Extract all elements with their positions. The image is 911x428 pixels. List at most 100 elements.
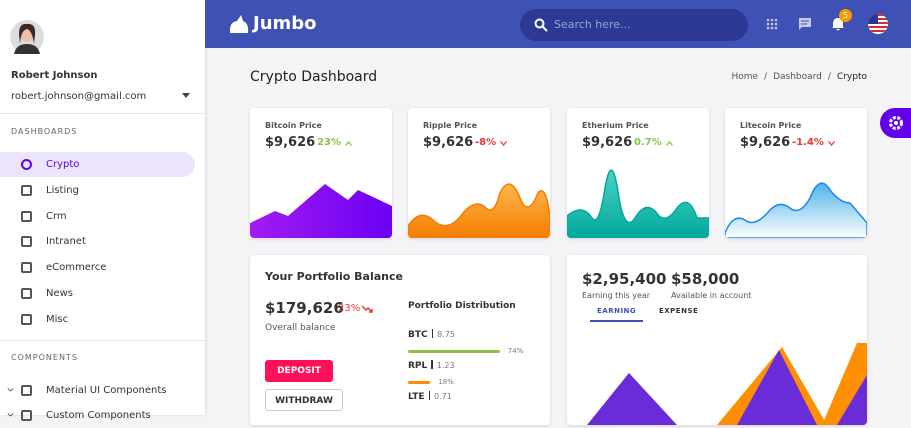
nav-label: Custom Components [46,410,151,421]
nav-item[interactable]: News [0,281,195,306]
notification-badge: 5 [839,9,852,22]
nav-item[interactable]: Intranet [0,229,195,254]
coin-amount: 1.23 [436,361,455,370]
coin-name: BTC [408,330,428,340]
nav-icon [21,262,32,274]
card-change: -8% [475,137,497,148]
page-title: Crypto Dashboard [250,69,378,85]
dropdown-arrow[interactable] [182,93,190,99]
tab[interactable]: EARNING [590,307,644,322]
balance-label: Overall balance [265,323,336,333]
separator [431,360,433,369]
sparkline [408,183,550,238]
nav-label: Listing [46,184,79,196]
breadcrumb-separator: / [827,72,831,82]
separator [428,391,431,400]
separator [431,329,434,338]
nav-icon [21,159,32,170]
chat-icon[interactable] [798,17,812,31]
card-title: Etherium Price [582,121,649,130]
card-price: $9,626 [740,135,791,150]
coin-name: LTE [408,392,425,402]
price-card: Litecoin Price $9,626 -1.4% [725,108,867,238]
user-email: robert.johnson@gmail.com [11,91,147,102]
sidebar: Robert Johnson robert.johnson@gmail.com … [0,0,205,421]
search-placeholder: Search here... [554,18,631,31]
earnings-card: $2,95,400 Earning this year $58,000 Avai… [567,255,867,425]
nav-icon [21,288,32,299]
logo[interactable]: Jumbo [253,13,317,34]
coin-percent: 74% [507,347,524,355]
price-card: Etherium Price $9,626 0.7% [567,108,709,238]
logo-icon [229,15,249,33]
nav-item[interactable]: Misc [0,307,195,332]
bell-icon[interactable] [831,16,845,32]
arrow-down [500,141,507,146]
nav-item[interactable]: eCommerce [0,255,195,280]
card-title: Ripple Price [423,121,478,130]
earning-label: Earning this year [582,291,651,300]
sparkline [567,169,709,238]
card-change: 0.7% [634,137,662,148]
nav-label: Intranet [46,236,86,248]
nav-item[interactable]: Material UI Components [0,378,195,403]
search-icon [534,18,548,32]
arrow-up [666,141,673,146]
card-change: 23% [317,137,341,148]
deposit-button[interactable]: DEPOSIT [265,360,333,382]
nav-item[interactable]: Listing [0,178,195,203]
arrow-up [345,141,352,146]
withdraw-button[interactable]: WITHDRAW [265,389,343,411]
nav-label: Crypto [46,159,80,170]
coin-row: LTE 0.71 [408,391,452,402]
nav-label: Crm [46,210,67,222]
coin-row: RPL 1.23 [408,360,455,371]
card-title: Bitcoin Price [265,121,322,130]
search-box[interactable]: Search here... [520,9,748,41]
nav-icon [21,184,32,196]
breadcrumb-item[interactable]: Dashboard [773,72,822,82]
nav-label: eCommerce [46,262,107,274]
coin-name: RPL [408,361,428,371]
coin-percent: 18% [438,378,454,386]
nav-icon [6,384,15,393]
distribution-title: Portfolio Distribution [408,301,516,311]
balance: $179,626 [265,299,344,317]
section-title: COMPONENTS [11,353,78,362]
header: Jumbo Search here... 5 [205,0,911,48]
sparkline [725,182,867,238]
arrow-down [828,141,835,146]
user-name: Robert Johnson [11,70,98,81]
coin-row: BTC 8.75 [408,329,455,340]
available-value: $58,000 [671,270,740,288]
nav-label: News [46,288,74,299]
portfolio-title: Your Portfolio Balance [265,270,403,283]
nav-label: Material UI Components [46,385,167,396]
earnings-chart [587,343,867,425]
earning-value: $2,95,400 [582,270,667,288]
nav-icon [6,409,15,418]
nav-icon [21,313,32,325]
portfolio-card: Your Portfolio Balance $179,626 23% Over… [250,255,550,425]
nav-item[interactable]: Custom Components [0,403,195,428]
tab[interactable]: EXPENSE [659,307,699,315]
price-card: Ripple Price $9,626 -8% [408,108,550,238]
card-title: Litecoin Price [740,121,802,130]
coin-amount: 0.71 [434,392,452,401]
balance-change: 23% [338,303,361,314]
nav-item[interactable]: Crm [0,204,195,229]
gear-icon [889,116,903,130]
nav-item[interactable]: Crypto [0,152,195,177]
divider [0,113,205,114]
price-card: Bitcoin Price $9,626 23% [250,108,392,238]
apps-icon[interactable] [766,18,778,30]
nav-icon [21,210,32,222]
divider [0,340,205,341]
language-flag[interactable] [868,14,888,34]
coin-amount: 8.75 [437,330,455,339]
breadcrumb-item[interactable]: Home [731,72,759,82]
card-change: -1.4% [792,137,824,148]
card-price: $9,626 [582,135,633,150]
settings-button[interactable] [880,108,911,138]
